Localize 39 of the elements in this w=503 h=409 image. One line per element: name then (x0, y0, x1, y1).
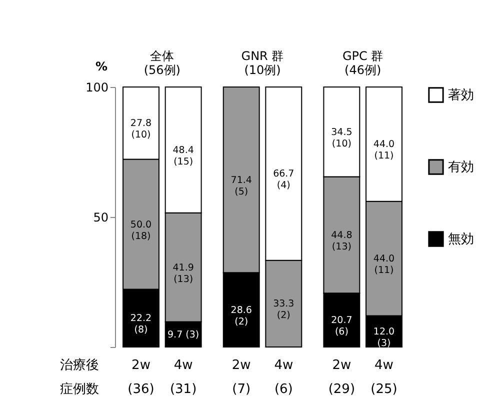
data-label: 41.9 (13) (172, 262, 194, 285)
text: (31) (170, 382, 197, 397)
text: 治療後 (60, 358, 99, 373)
x-tick-label: 2w (132, 358, 151, 373)
x-tick-label: 4w (174, 358, 194, 373)
data-label: 20.7 (6) (331, 315, 352, 338)
x-tick-label: 2w (332, 358, 352, 373)
data-label: 44.8 (13) (331, 230, 352, 252)
x-tick-label: 4w (374, 358, 394, 373)
data-label: 44.0 (11) (373, 139, 395, 162)
data-label: 33.3 (2) (273, 298, 294, 322)
text: GPC 群 (46例) (342, 49, 384, 77)
text: GNR 群 (10例) (241, 49, 284, 77)
data-label: 50.0 (18) (130, 219, 152, 242)
data-label: 71.4 (5) (230, 174, 252, 198)
legend-label: 無効 (448, 232, 474, 247)
data-label: 9.7 (3) (168, 329, 200, 340)
data-label: 34.5 (10) (331, 126, 352, 150)
y-tick-label: 100 (86, 80, 108, 94)
data-label: 28.6 (2) (230, 304, 252, 328)
y-axis-title: % (95, 60, 108, 74)
data-label: 27.8 (10) (130, 118, 152, 141)
data-label: 44.0 (11) (373, 254, 395, 276)
data-label: 48.4 (15) (172, 144, 194, 168)
data-label: 66.7 (4) (273, 168, 294, 192)
data-label: 12.0 (3) (373, 326, 395, 349)
text: 全体 (56例) (144, 49, 180, 77)
text: (36) (128, 382, 154, 397)
data-label: 22.2 (8) (130, 313, 152, 336)
text: (7) (232, 382, 251, 397)
x-tick-label: 4w (274, 358, 294, 373)
text: 症例数 (60, 382, 99, 397)
text: (25) (370, 382, 398, 397)
legend-label: 有効 (448, 160, 474, 175)
legend-label: 著効 (448, 88, 474, 103)
y-tick-label: 50 (93, 210, 108, 224)
text: (6) (274, 382, 293, 397)
text: (29) (328, 382, 356, 397)
x-tick-label: 2w (232, 358, 252, 373)
